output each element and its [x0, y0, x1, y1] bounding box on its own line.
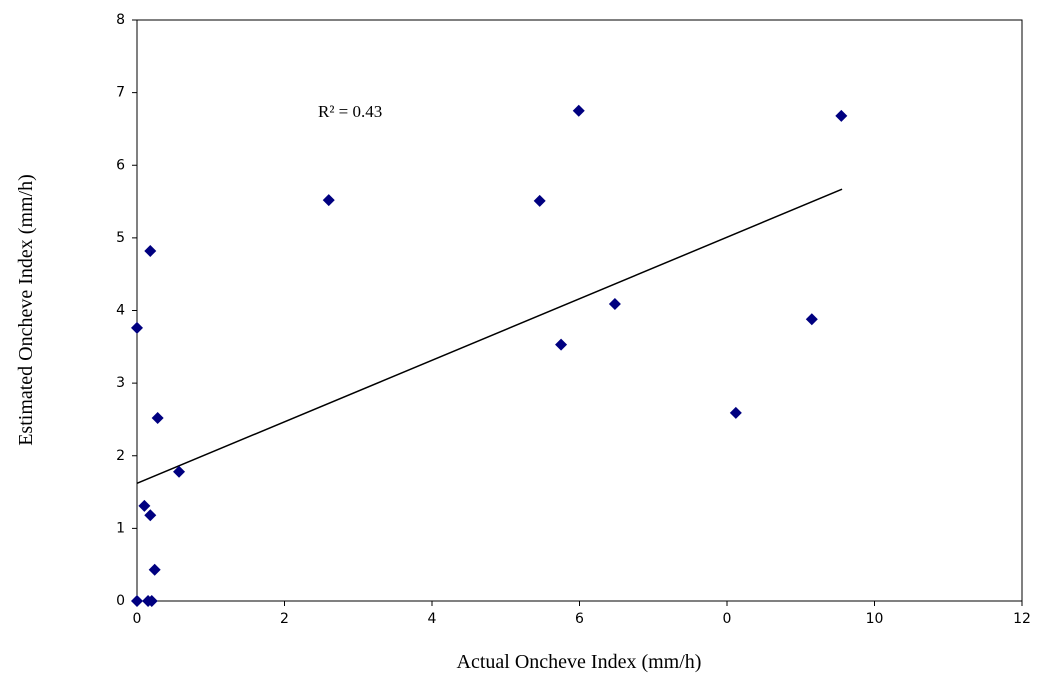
x-tick-label: 10 [866, 611, 884, 627]
y-tick-label: 8 [116, 12, 125, 28]
point [148, 563, 161, 576]
y-tick-label: 5 [116, 230, 125, 246]
point [322, 194, 335, 207]
y-tick-label: 2 [116, 448, 125, 464]
point [144, 244, 157, 257]
point [173, 465, 186, 478]
point [572, 104, 585, 117]
point [138, 499, 151, 512]
x-tick-label: 0 [723, 611, 732, 627]
x-tick-label: 12 [1013, 611, 1031, 627]
point [131, 321, 143, 334]
trendline [136, 188, 843, 485]
annotation: R² = 0.43 [318, 102, 382, 121]
point [805, 313, 818, 326]
x-axis-label: Actual Oncheve Index (mm/h) [457, 651, 702, 673]
y-tick-label: 3 [116, 375, 125, 391]
y-axis-label: Estimated Oncheve Index (mm/h) [15, 174, 37, 446]
y-tick-label: 0 [116, 593, 125, 609]
point [835, 109, 848, 122]
point [145, 595, 158, 607]
y-tick-label: 7 [116, 85, 125, 101]
y-tick-label: 4 [116, 303, 125, 319]
point [151, 411, 164, 424]
y-tick-label: 1 [116, 520, 125, 536]
point [144, 509, 157, 522]
x-tick-label: 0 [133, 611, 142, 627]
point [729, 406, 742, 419]
point [608, 297, 621, 310]
x-tick-label: 2 [280, 611, 289, 627]
point [131, 595, 143, 607]
x-tick-label: 4 [428, 611, 437, 627]
y-tick-label: 6 [116, 157, 125, 173]
point [533, 194, 546, 207]
x-tick-label: 6 [575, 611, 584, 627]
point [555, 338, 568, 351]
